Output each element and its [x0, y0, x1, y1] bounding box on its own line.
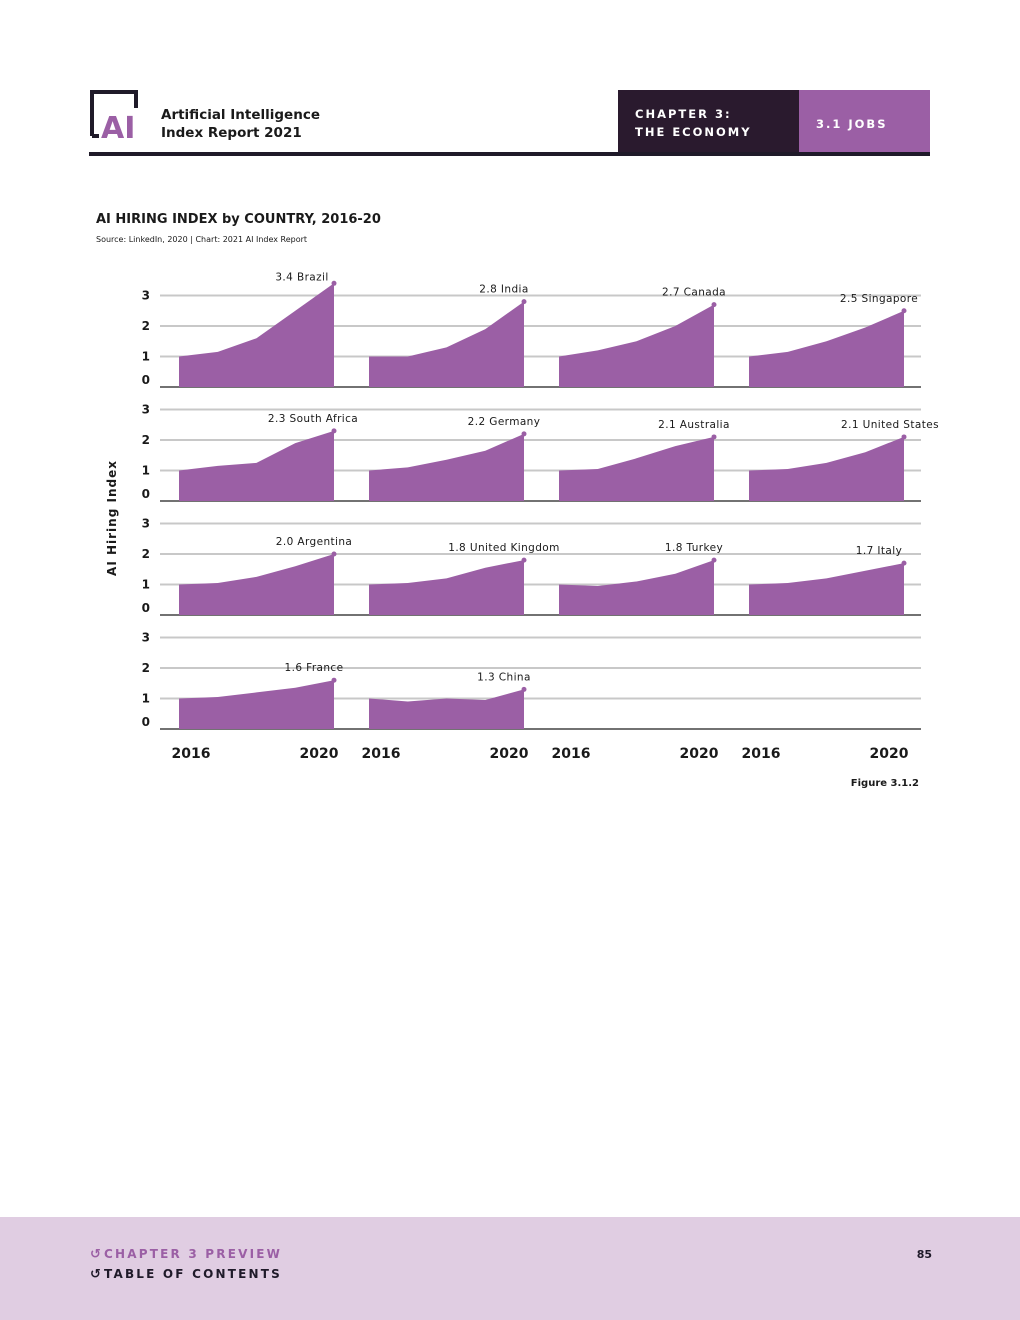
table-of-contents-label: TABLE OF CONTENTS [104, 1267, 282, 1281]
data-label: 1.6 France [285, 662, 344, 674]
chapter-preview-label: CHAPTER 3 PREVIEW [104, 1247, 283, 1261]
x-tick-label: 2016 [552, 746, 591, 762]
end-point-marker [521, 557, 527, 563]
data-label: 2.2 Germany [468, 416, 541, 428]
end-point-marker [901, 308, 907, 314]
y-tick-label: 0 [142, 487, 150, 501]
chart-source: Source: LinkedIn, 2020 | Chart: 2021 AI … [96, 235, 308, 244]
y-tick-label: 0 [142, 715, 150, 729]
y-tick-label: 3 [142, 517, 150, 531]
figure-label: Figure 3.1.2 [850, 778, 919, 789]
x-tick-label: 2020 [300, 746, 339, 762]
area-series-singapore [749, 310, 904, 387]
data-label: 2.1 Australia [658, 419, 730, 431]
end-point-marker [521, 431, 527, 437]
y-tick-label: 1 [142, 578, 150, 592]
y-tick-label: 2 [142, 319, 150, 333]
logo-text: AI [101, 111, 135, 140]
return-arrow-icon: ↺ [90, 1247, 101, 1262]
area-series-united-kingdom [369, 560, 524, 615]
data-label: 2.3 South Africa [268, 413, 358, 425]
y-tick-label: 0 [142, 373, 150, 387]
area-series-germany [369, 433, 524, 501]
y-tick-label: 2 [142, 547, 150, 561]
area-series-argentina [179, 554, 334, 615]
data-label: 1.7 Italy [856, 545, 902, 557]
y-tick-label: 3 [142, 631, 150, 645]
data-label: 1.8 United Kingdom [448, 542, 560, 554]
table-of-contents-link[interactable]: ↺ TABLE OF CONTENTS [90, 1267, 282, 1282]
end-point-marker [901, 560, 907, 566]
chapter-line1: CHAPTER 3: [635, 107, 732, 121]
data-label: 2.1 United States [841, 419, 939, 431]
section-tab[interactable]: 3.1 JOBS [799, 90, 930, 153]
data-label: 2.7 Canada [662, 287, 726, 299]
area-series-china [369, 689, 524, 729]
y-tick-label: 3 [142, 403, 150, 417]
x-tick-label: 2016 [172, 746, 211, 762]
end-point-marker [711, 434, 717, 440]
y-tick-label: 2 [142, 433, 150, 447]
footer-bar [0, 1217, 1020, 1320]
end-point-marker [711, 302, 717, 308]
end-point-marker [521, 686, 527, 692]
report-title-line2: Index Report 2021 [161, 125, 302, 141]
x-tick-label: 2020 [870, 746, 909, 762]
x-tick-label: 2020 [490, 746, 529, 762]
area-series-australia [559, 436, 714, 501]
area-series-brazil [179, 283, 334, 387]
chapter-tab[interactable]: CHAPTER 3: THE ECONOMY [618, 90, 799, 153]
end-point-marker [331, 677, 337, 683]
area-series-india [369, 301, 524, 387]
chapter-line2: THE ECONOMY [635, 125, 752, 139]
return-arrow-icon: ↺ [90, 1267, 101, 1282]
y-tick-label: 1 [142, 350, 150, 364]
report-title: Artificial Intelligence Index Report 202… [161, 106, 320, 142]
end-point-marker [521, 299, 527, 305]
hiring-index-chart: 0 1 2 3 0 1 2 3 0 1 2 3 0 1 2 3 AI Hiring Index 3.4 Brazi… [105, 271, 939, 762]
area-series-south-africa [179, 430, 334, 501]
page-number: 85 [916, 1248, 932, 1261]
end-point-marker [331, 551, 337, 557]
chapter-preview-link[interactable]: ↺ CHAPTER 3 PREVIEW [90, 1247, 282, 1262]
y-tick-label: 1 [142, 692, 150, 706]
data-label: 1.8 Turkey [665, 542, 723, 554]
y-tick-label: 0 [142, 601, 150, 615]
data-label: 2.8 India [479, 284, 528, 296]
end-point-marker [901, 434, 907, 440]
header-divider [89, 152, 930, 156]
end-point-marker [711, 557, 717, 563]
chart-title: AI HIRING INDEX by COUNTRY, 2016-20 [96, 212, 381, 227]
ai-index-logo-icon: AI [90, 90, 138, 140]
data-label: 1.3 China [477, 671, 531, 683]
end-point-marker [331, 280, 337, 286]
end-point-marker [331, 428, 337, 434]
section-label: 3.1 JOBS [816, 117, 888, 131]
x-tick-label: 2020 [680, 746, 719, 762]
y-tick-label: 1 [142, 464, 150, 478]
x-tick-label: 2016 [742, 746, 781, 762]
report-title-line1: Artificial Intelligence [161, 107, 320, 123]
data-label: 2.0 Argentina [276, 536, 352, 548]
area-series-turkey [559, 560, 714, 615]
y-tick-label: 2 [142, 661, 150, 675]
x-tick-label: 2016 [362, 746, 401, 762]
y-tick-label: 3 [142, 289, 150, 303]
area-series-france [179, 680, 334, 729]
area-series-canada [559, 304, 714, 387]
y-axis-label: AI Hiring Index [105, 460, 119, 576]
data-label: 3.4 Brazil [275, 271, 328, 283]
area-series-italy [749, 563, 904, 615]
data-label: 2.5 Singapore [840, 293, 918, 305]
area-series-united-states [749, 436, 904, 501]
